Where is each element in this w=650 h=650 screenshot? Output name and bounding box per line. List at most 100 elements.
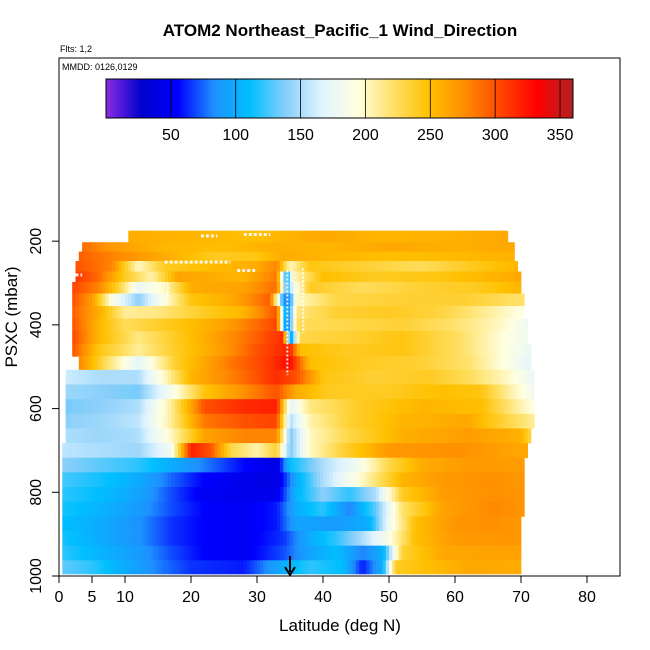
heatmap-cell xyxy=(418,318,423,332)
heatmap-cell xyxy=(313,369,317,385)
heatmap-cell xyxy=(217,230,222,243)
heatmap-cell xyxy=(68,399,73,415)
heatmap-cell xyxy=(316,369,321,385)
heatmap-cell xyxy=(240,472,245,488)
heatmap-cell xyxy=(329,487,334,503)
heatmap-cell xyxy=(210,318,215,332)
heatmap-cell xyxy=(243,251,248,262)
heatmap-cell xyxy=(303,369,307,385)
heatmap-cell xyxy=(303,331,307,345)
heatmap-cell xyxy=(194,501,198,517)
heatmap-cell xyxy=(85,331,90,345)
heatmap-cell xyxy=(72,487,76,503)
heatmap-cell xyxy=(171,251,175,262)
heatmap-cell xyxy=(280,261,284,272)
heatmap-cell xyxy=(286,399,291,415)
heatmap-cell xyxy=(484,545,489,561)
heatmap-cell xyxy=(435,230,439,243)
heatmap-cell xyxy=(339,242,344,253)
heatmap-cell xyxy=(138,293,142,307)
heatmap-cell xyxy=(164,384,169,400)
heatmap-cell xyxy=(494,545,499,561)
heatmap-cell xyxy=(197,271,202,283)
heatmap-cell xyxy=(448,560,453,575)
heatmap-cell xyxy=(237,384,241,400)
heatmap-cell xyxy=(286,293,291,307)
heatmap-cell xyxy=(488,293,492,307)
heatmap-cell xyxy=(468,261,472,272)
heatmap-cell xyxy=(217,384,222,400)
heatmap-cell xyxy=(474,501,479,517)
heatmap-cell xyxy=(171,545,175,561)
heatmap-cell xyxy=(200,369,205,385)
heatmap-cell xyxy=(395,343,400,357)
heatmap-cell xyxy=(336,331,340,345)
heatmap-cell xyxy=(389,516,393,532)
heatmap-cell xyxy=(144,560,149,575)
heatmap-cell xyxy=(191,331,195,345)
heatmap-cell xyxy=(504,293,509,307)
heatmap-cell xyxy=(197,230,202,243)
heatmap-cell xyxy=(243,399,248,415)
heatmap-cell xyxy=(85,472,90,488)
heatmap-cell xyxy=(148,384,152,400)
heatmap-cell xyxy=(517,413,522,429)
heatmap-cell xyxy=(455,261,459,272)
heatmap-cell xyxy=(362,560,367,575)
heatmap-cell xyxy=(85,369,90,385)
heatmap-cell xyxy=(257,501,261,517)
heatmap-cell xyxy=(263,318,268,332)
heatmap-cell xyxy=(131,443,136,459)
heatmap-cell xyxy=(154,443,159,459)
heatmap-cell xyxy=(369,293,373,307)
heatmap-cell xyxy=(240,242,245,253)
heatmap-cell xyxy=(336,545,340,561)
heatmap-cell xyxy=(125,501,129,517)
heatmap-cell xyxy=(286,281,291,294)
heatmap-cell xyxy=(299,443,304,459)
heatmap-cell xyxy=(365,399,370,415)
heatmap-cell xyxy=(527,343,532,357)
heatmap-cell xyxy=(214,293,218,307)
heatmap-cell xyxy=(385,560,390,575)
heatmap-cell xyxy=(214,487,218,503)
heatmap-cell xyxy=(422,516,426,532)
heatmap-cell xyxy=(200,399,205,415)
heatmap-cell xyxy=(174,516,179,532)
heatmap-cell xyxy=(191,384,195,400)
heatmap-cell xyxy=(65,369,70,385)
heatmap-cell xyxy=(207,472,212,488)
heatmap-cell xyxy=(204,369,208,385)
heatmap-cell xyxy=(233,261,238,272)
heatmap-cell xyxy=(220,443,225,459)
heatmap-cell xyxy=(158,413,162,429)
heatmap-cell xyxy=(224,516,228,532)
heatmap-cell xyxy=(68,472,73,488)
heatmap-cell xyxy=(316,457,321,473)
heatmap-cell xyxy=(141,516,146,532)
heatmap-cell xyxy=(82,242,86,253)
heatmap-cell xyxy=(210,472,215,488)
heatmap-cell xyxy=(339,306,344,319)
heatmap-cell xyxy=(187,487,192,503)
heatmap-cell xyxy=(428,318,433,332)
heatmap-cell xyxy=(422,457,426,473)
heatmap-cell xyxy=(121,457,126,473)
heatmap-cell xyxy=(141,428,146,444)
heatmap-cell xyxy=(349,261,354,272)
heatmap-cell xyxy=(382,545,387,561)
heatmap-cell xyxy=(491,281,495,294)
heatmap-cell xyxy=(494,399,499,415)
heatmap-cell xyxy=(332,271,337,283)
marker-head xyxy=(284,566,296,577)
heatmap-cell xyxy=(253,487,258,503)
heatmap-cell xyxy=(171,318,175,332)
heatmap-cell xyxy=(379,457,383,473)
heatmap-cell xyxy=(385,271,390,283)
heatmap-cell xyxy=(514,457,519,473)
heatmap-cell xyxy=(167,331,172,345)
heatmap-cell xyxy=(365,413,370,429)
heatmap-cell xyxy=(375,343,380,357)
heatmap-cell xyxy=(167,369,172,385)
heatmap-cell xyxy=(445,501,449,517)
